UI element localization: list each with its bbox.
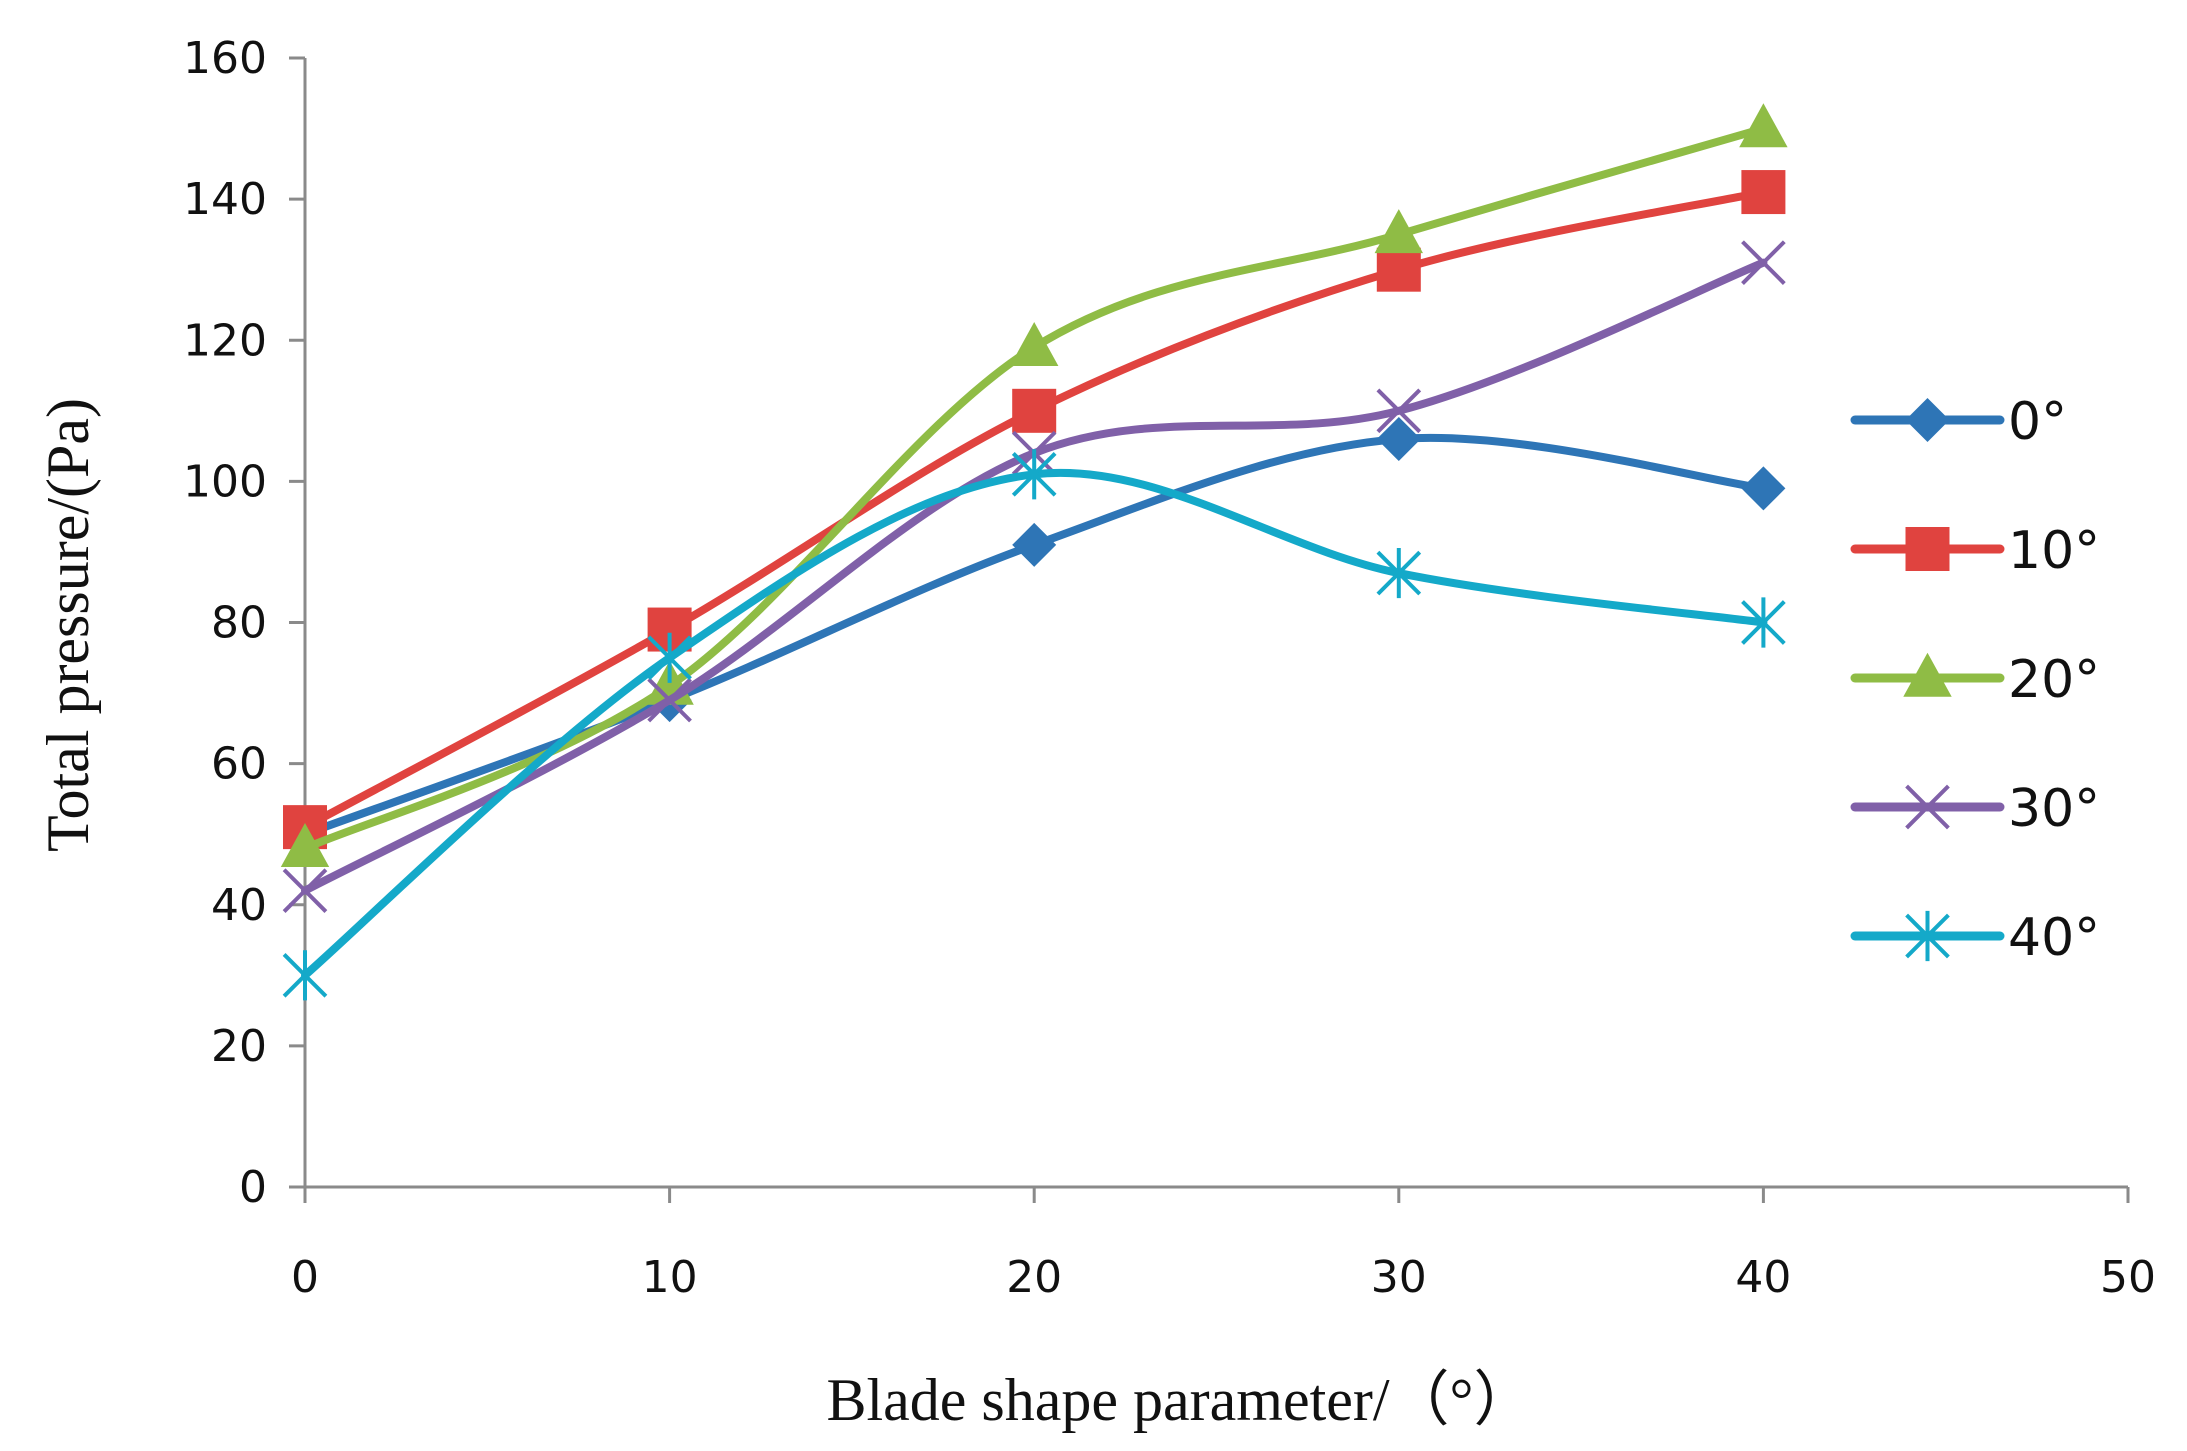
data-point — [1741, 170, 1786, 215]
legend-marker — [1903, 652, 1952, 697]
legend-item: 10° — [1850, 521, 2100, 581]
series-line — [301, 258, 1768, 895]
series-group — [280, 103, 1788, 1001]
x-tick-label: 0 — [291, 1252, 319, 1303]
y-tick-label: 120 — [183, 315, 267, 366]
y-tick-label: 100 — [183, 456, 267, 507]
legend-marker — [1905, 527, 1950, 571]
legend-marker — [1905, 910, 1950, 962]
data-point — [1739, 103, 1788, 148]
series-line — [301, 468, 1768, 980]
data-point — [282, 950, 328, 1001]
data-point — [1376, 388, 1422, 434]
legend-item: 40° — [1850, 908, 2100, 968]
x-tick-label: 20 — [1006, 1252, 1062, 1303]
legend-label: 20° — [2008, 650, 2100, 710]
x-tick-label: 50 — [2100, 1252, 2156, 1303]
y-tick-label: 20 — [211, 1021, 267, 1072]
legend: 0° 10° 20° 30° 40° — [1850, 392, 2100, 968]
legend-label: 40° — [2008, 908, 2100, 968]
legend-label: 0° — [2008, 392, 2067, 452]
data-point — [1741, 466, 1786, 511]
x-tick-label: 30 — [1371, 1252, 1427, 1303]
x-tick-label: 40 — [1735, 1252, 1791, 1303]
data-point — [1376, 417, 1421, 462]
series-4 — [282, 449, 1786, 1001]
x-axis-title: Blade shape parameter/（°） — [826, 1367, 1533, 1433]
legend-marker — [1905, 784, 1950, 830]
series-line — [301, 188, 1768, 832]
legend-label: 10° — [2008, 521, 2100, 581]
data-point — [647, 677, 692, 723]
y-tick-label: 80 — [211, 598, 267, 649]
data-point — [1376, 247, 1421, 292]
data-point — [1011, 449, 1057, 500]
legend-marker — [1905, 398, 1950, 442]
y-tick-label: 40 — [211, 880, 267, 931]
y-axis-title: Total pressure/(Pa) — [35, 398, 101, 852]
y-tick-label: 140 — [183, 174, 267, 225]
legend-item: 20° — [1850, 650, 2100, 710]
data-point — [1012, 388, 1057, 433]
data-point — [1741, 240, 1786, 285]
data-point — [1376, 548, 1422, 599]
data-point — [1010, 322, 1059, 367]
legend-item: 30° — [1850, 779, 2100, 839]
data-point — [280, 823, 330, 867]
data-point — [1374, 209, 1423, 254]
data-point — [1741, 597, 1786, 648]
x-tick-label: 10 — [642, 1252, 698, 1303]
y-tick-label: 0 — [239, 1162, 267, 1213]
series-1 — [283, 170, 1786, 850]
legend-item: 0° — [1850, 392, 2067, 452]
data-point — [1012, 522, 1057, 567]
y-tick-label: 60 — [211, 739, 267, 790]
data-point — [282, 868, 328, 913]
axes: 0 20 40 60 80 100 120 140 160 0 10 20 30 40 50 — [183, 33, 2156, 1303]
y-tick-label: 160 — [183, 33, 267, 84]
data-point — [647, 632, 692, 683]
legend-label: 30° — [2008, 779, 2100, 839]
